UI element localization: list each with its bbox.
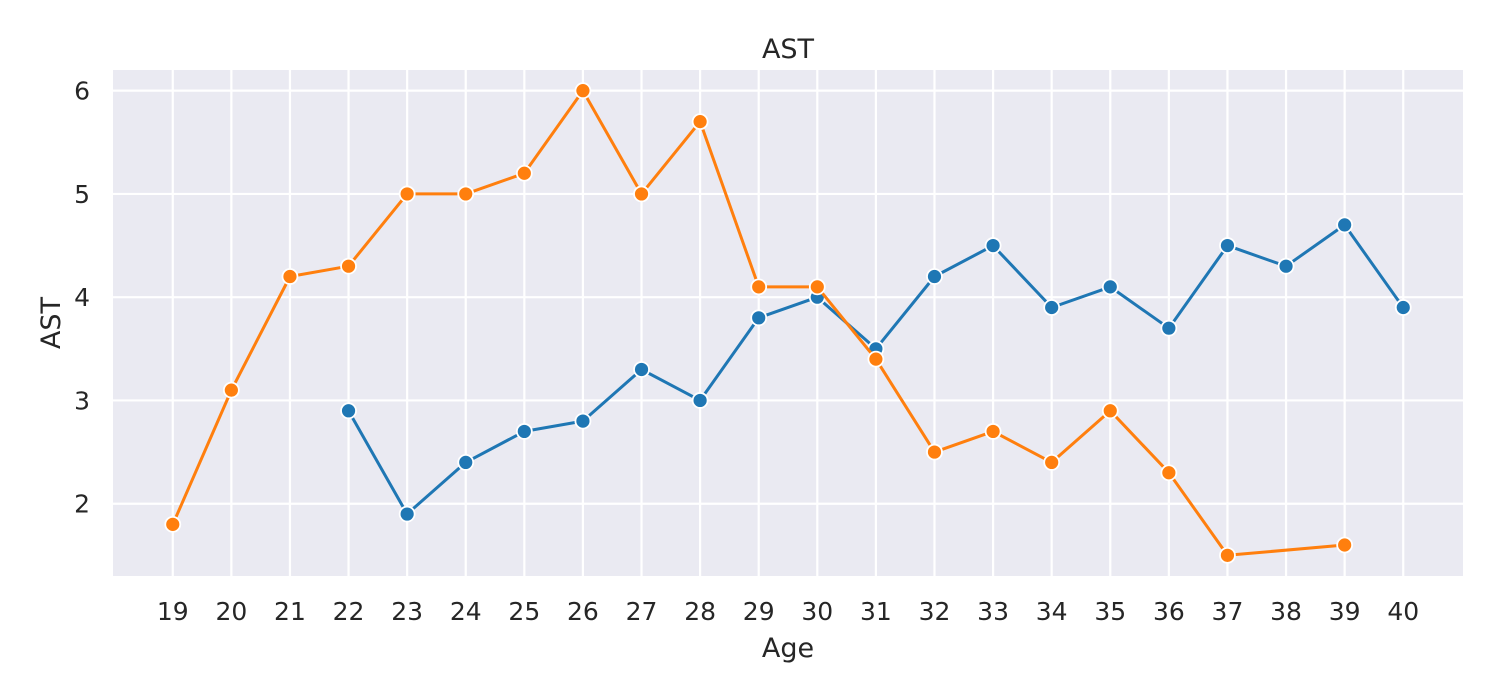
- x-tick-labels: 19 20 21 22 23 24 25 26 27 28 29 30 31 32 33 34 35 36 37 38…: [157, 597, 1419, 626]
- data-point: [1101, 402, 1119, 420]
- x-tick-label: 33: [977, 597, 1009, 626]
- data-point: [926, 268, 943, 285]
- data-point: [1160, 319, 1178, 337]
- x-tick-label: 28: [684, 597, 716, 626]
- data-point: [1043, 299, 1061, 316]
- data-point: [281, 268, 299, 285]
- data-point: [1277, 257, 1295, 275]
- x-tick-label: 34: [1036, 597, 1068, 626]
- series-2: [164, 82, 1354, 564]
- data-point: [164, 515, 182, 533]
- x-tick-label: 26: [567, 597, 599, 626]
- y-axis-title: AST: [36, 296, 67, 349]
- data-point: [340, 402, 357, 420]
- data-point: [340, 257, 357, 275]
- data-point: [1219, 546, 1236, 564]
- series-1: [340, 216, 1412, 523]
- data-point: [457, 185, 475, 203]
- data-point: [633, 361, 650, 378]
- x-tick-label: 35: [1094, 597, 1126, 626]
- x-axis-title: Age: [762, 633, 814, 664]
- data-point: [750, 278, 768, 296]
- data-point: [574, 82, 592, 100]
- data-point: [222, 381, 240, 399]
- data-point: [1101, 278, 1119, 296]
- x-tick-label: 38: [1270, 597, 1302, 626]
- x-tick-label: 24: [450, 597, 482, 626]
- x-tick-label: 36: [1153, 597, 1185, 626]
- plot-background: [113, 70, 1463, 576]
- data-point: [398, 185, 416, 203]
- data-point: [1336, 216, 1354, 234]
- x-tick-label: 27: [626, 597, 658, 626]
- x-tick-label: 39: [1329, 597, 1361, 626]
- data-point: [574, 412, 592, 430]
- data-point: [1043, 454, 1061, 471]
- x-tick-label: 23: [391, 597, 423, 626]
- series-layer: [164, 82, 1412, 564]
- data-point: [984, 237, 1002, 254]
- x-tick-label: 37: [1212, 597, 1244, 626]
- x-tick-label: 25: [508, 597, 540, 626]
- data-point: [515, 164, 533, 182]
- data-point: [1336, 536, 1354, 554]
- x-tick-label: 31: [860, 597, 892, 626]
- x-tick-label: 19: [157, 597, 189, 626]
- y-tick-label: 5: [74, 180, 90, 209]
- y-tick-label: 3: [74, 386, 90, 415]
- data-point: [750, 309, 768, 327]
- x-tick-label: 21: [274, 597, 306, 626]
- data-point: [398, 505, 416, 523]
- y-tick-label: 4: [74, 283, 90, 312]
- data-point: [515, 423, 533, 440]
- x-tick-label: 30: [801, 597, 833, 626]
- x-tick-label: 29: [743, 597, 775, 626]
- chart-title: AST: [762, 34, 815, 65]
- x-tick-label: 22: [333, 597, 365, 626]
- data-point: [1394, 299, 1412, 316]
- y-tick-label: 6: [74, 77, 90, 106]
- y-tick-label: 2: [74, 490, 90, 519]
- data-point: [1219, 237, 1236, 254]
- x-tick-label: 32: [919, 597, 951, 626]
- data-point: [457, 454, 475, 471]
- y-tick-labels: 2 3 4 5 6: [74, 77, 90, 519]
- data-point: [867, 350, 885, 368]
- x-tick-label: 20: [215, 597, 247, 626]
- data-point: [691, 392, 709, 409]
- x-tick-label: 40: [1387, 597, 1419, 626]
- data-point: [926, 443, 943, 461]
- data-point: [984, 423, 1002, 440]
- data-point: [633, 185, 650, 203]
- data-point: [1160, 464, 1178, 482]
- data-point: [808, 278, 826, 296]
- data-point: [691, 113, 709, 131]
- series-line: [171, 89, 1347, 557]
